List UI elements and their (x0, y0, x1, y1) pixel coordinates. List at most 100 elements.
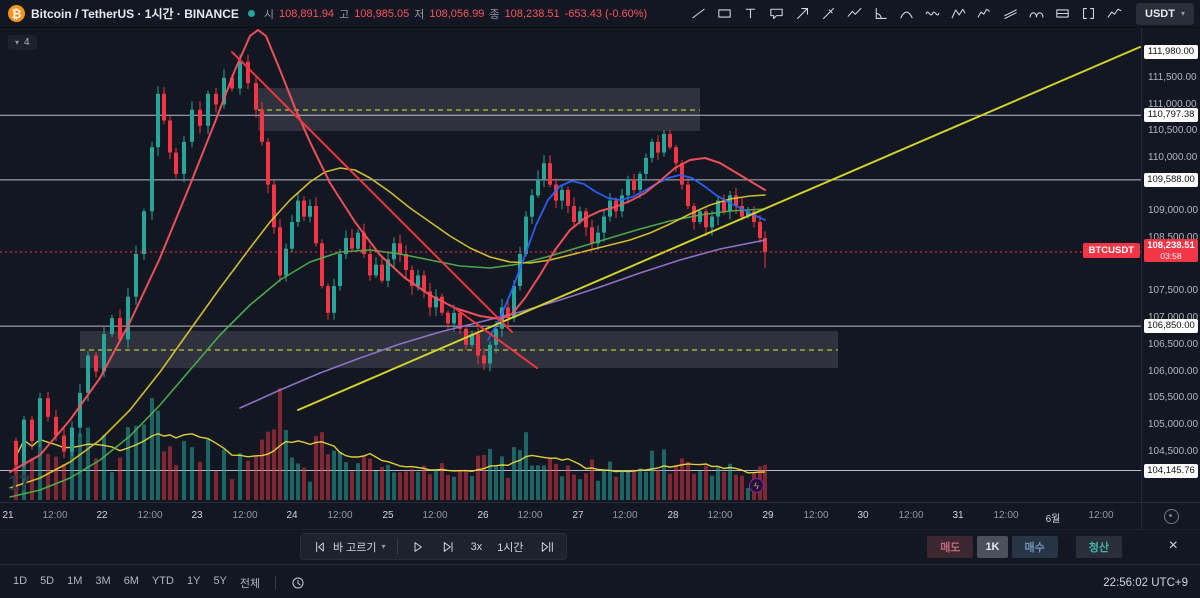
angle-icon[interactable] (867, 3, 893, 25)
fast-forward-button[interactable] (532, 535, 562, 558)
time-label: 12:00 (707, 510, 733, 521)
go-to-date-icon[interactable] (290, 575, 306, 591)
time-label: 28 (667, 510, 679, 521)
quantity-button[interactable]: 1K (977, 536, 1008, 558)
chart-canvas[interactable]: ▾ 4 17 ϟ BTCUSDT (0, 28, 1141, 502)
range-button-전체[interactable]: 전체 (239, 577, 261, 590)
close-replay-button[interactable]: × (1163, 537, 1184, 555)
fast-forward-icon (539, 539, 555, 555)
price-level-badge: 104,145.76 (1144, 463, 1198, 478)
replay-toolbar: 바 고르기 ▾ 3x 1시간 (300, 533, 567, 560)
time-label: 31 (952, 510, 964, 521)
time-label: 23 (191, 510, 203, 521)
ohlc-value: 108,238.51 (504, 7, 560, 20)
callout-icon[interactable] (763, 3, 789, 25)
chevron-down-icon: ▾ (1180, 9, 1185, 18)
symbol-title[interactable]: Bitcoin / TetherUS · 1시간 · BINANCE (31, 7, 239, 21)
sell-button[interactable]: 매도 (927, 536, 974, 558)
range-button-1d[interactable]: 1D (13, 574, 28, 587)
time-label: 12:00 (612, 510, 638, 521)
buy-button[interactable]: 매수 (1011, 536, 1058, 558)
ohlc-label: 저 (414, 8, 425, 21)
time-label: 12:00 (137, 510, 163, 521)
interval-label: 1시간 (497, 541, 524, 554)
bar-countdown: 03:58 (1160, 250, 1182, 261)
price-level-badge: 111,980.00 (1144, 45, 1198, 60)
red-trendline-2 (451, 305, 538, 369)
price-tick: 107,500.00 (1148, 285, 1199, 297)
interval-button[interactable]: 1시간 (490, 535, 530, 558)
time-label: 24 (286, 510, 298, 521)
divider (275, 575, 277, 590)
yellow-trendline (297, 46, 1141, 411)
tradingview-watermark: 17 (8, 472, 30, 495)
ohlc-value: 108,891.94 (279, 7, 335, 20)
shapes-icon[interactable] (711, 3, 737, 25)
currency-dropdown[interactable]: USDT ▾ (1136, 2, 1194, 25)
price-tick: 106,000.00 (1148, 365, 1199, 377)
price-tick: 106,500.00 (1148, 338, 1199, 350)
volume-layer (14, 388, 767, 501)
price-axis[interactable]: 111,500.00 111,000.00 110,500.00 110,000.00… (1141, 28, 1200, 502)
currency-label: USDT (1145, 7, 1175, 20)
clock: 22:56:02 UTC+9 (1103, 576, 1188, 589)
text-tool-icon[interactable] (737, 3, 763, 25)
time-row: 21 12:00 22 12:00 23 12:00 24 12:00 25 12:00 26 12:… (0, 502, 1200, 529)
line-chart-icon[interactable] (1101, 3, 1127, 25)
speed-button[interactable]: 3x (464, 535, 490, 558)
select-bar-button[interactable]: 바 고르기 ▾ (305, 535, 393, 558)
indicator-count: 4 (24, 37, 30, 48)
range-button-1y[interactable]: 1Y (186, 574, 201, 587)
time-axis[interactable]: 21 12:00 22 12:00 23 12:00 24 12:00 25 12:00 26 12:… (0, 503, 1141, 529)
time-label: 12:00 (232, 510, 258, 521)
time-label: 22 (96, 510, 108, 521)
projection-icon[interactable] (1075, 3, 1101, 25)
trade-buttons: 매도 1K 매수 청산 (927, 536, 1122, 558)
arrow-tool-icon[interactable] (789, 3, 815, 25)
ohlc-value: 108,056.99 (429, 7, 485, 20)
long-position-icon[interactable] (1049, 3, 1075, 25)
range-button-5d[interactable]: 5D (40, 574, 55, 587)
event-marker-icon[interactable]: ϟ (749, 478, 764, 493)
range-button-ytd[interactable]: YTD (151, 574, 174, 587)
time-label: 12:00 (1088, 510, 1114, 521)
range-button-6m[interactable]: 6M (123, 574, 139, 587)
time-label: 12:00 (993, 510, 1019, 521)
elliott-wave-icon[interactable] (971, 3, 997, 25)
play-button[interactable] (402, 535, 432, 558)
header-right: USDT ▾ (685, 2, 1194, 25)
range-button-1m[interactable]: 1M (67, 574, 83, 587)
close-position-button[interactable]: 청산 (1075, 536, 1122, 558)
brush-icon[interactable] (815, 3, 841, 25)
wave-icon[interactable] (919, 3, 945, 25)
bitcoin-logo-icon: ₿ (8, 5, 25, 22)
price-tick: 109,000.00 (1148, 205, 1199, 217)
bottom-bar: 1D 5D 1M 3M 6M YTD 1Y 5Y 전체 22:56:02 UTC+9 (0, 564, 1200, 598)
parallel-channel-icon[interactable] (997, 3, 1023, 25)
current-price-value: 108,238.51 (1147, 239, 1195, 251)
current-price-badge: 108,238.51 03:58 (1144, 238, 1198, 262)
ohlc-label: 고 (339, 8, 350, 21)
step-forward-button[interactable] (433, 535, 463, 558)
range-button-5y[interactable]: 5Y (213, 574, 227, 587)
indicators-collapsed-chip[interactable]: ▾ 4 (8, 35, 37, 50)
zigzag-icon[interactable] (841, 3, 867, 25)
speed-label: 3x (470, 540, 483, 553)
ohlc-label: 시 (263, 8, 274, 21)
volume-ma-layer (15, 432, 766, 474)
chevron-down-icon: ▾ (15, 38, 20, 47)
red-trendline (231, 51, 513, 333)
volume-ma-line (15, 432, 766, 474)
trend-line-icon[interactable] (685, 3, 711, 25)
axis-settings-icon (1163, 508, 1179, 524)
curve-icon[interactable] (893, 3, 919, 25)
cycles-icon[interactable] (1023, 3, 1049, 25)
pattern-icon[interactable] (945, 3, 971, 25)
time-label: 12:00 (422, 510, 448, 521)
range-button-3m[interactable]: 3M (95, 574, 111, 587)
axis-settings-button[interactable] (1141, 503, 1200, 529)
time-label: 12:00 (898, 510, 924, 521)
time-label: 12:00 (803, 510, 829, 521)
price-level-badge: 106,850.00 (1144, 319, 1198, 334)
